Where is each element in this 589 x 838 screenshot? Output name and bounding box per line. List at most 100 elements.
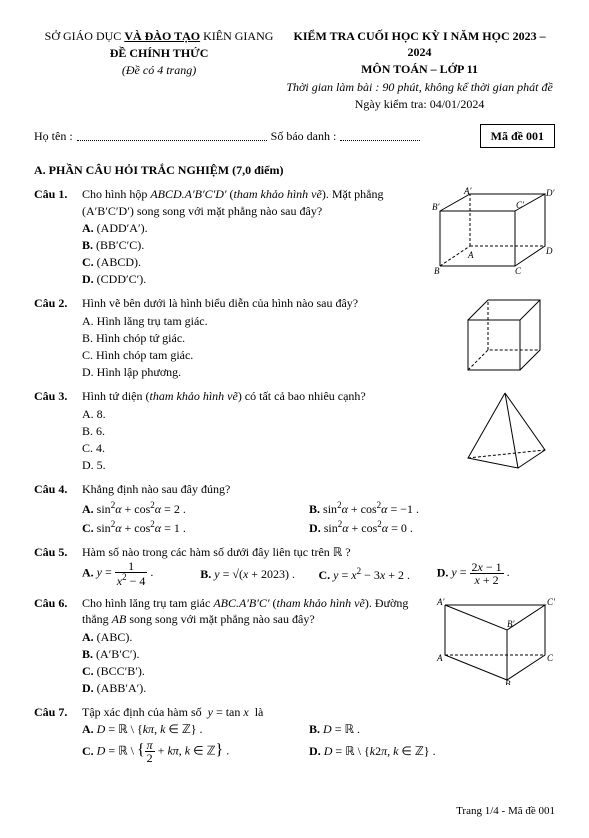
q6-t1: Cho hình lăng trụ tam giác xyxy=(82,596,213,610)
svg-text:C: C xyxy=(547,653,554,663)
name-field[interactable] xyxy=(77,131,267,141)
q6-c-v: (BCC′B′). xyxy=(97,664,145,678)
q1-b-l: B. xyxy=(82,238,93,252)
date: Ngày kiểm tra: 04/01/2024 xyxy=(284,96,555,112)
svg-text:C′: C′ xyxy=(547,597,555,607)
duration: Thời gian làm bài : 90 phút, không kể th… xyxy=(284,79,555,95)
q1-figure: BC AD B′C′ A′D′ xyxy=(420,186,555,287)
q6-text: Cho hình lăng trụ tam giác ABC.A′B′C′ (t… xyxy=(82,595,429,627)
subject: MÔN TOÁN – LỚP 11 xyxy=(284,61,555,77)
q1-t1: Cho hình hộp xyxy=(82,187,150,201)
q7-label: Câu 7. xyxy=(34,704,82,763)
q6-d-v: (ABB′A′). xyxy=(97,681,147,695)
pages-line: (Đề có 4 trang) xyxy=(34,62,284,78)
sbd-field[interactable] xyxy=(340,131,420,141)
q4-d-v: sin2α + cos2α = 0 . xyxy=(324,521,413,535)
q2-answers: A. Hình lăng trụ tam giác. B. Hình chóp … xyxy=(82,313,454,381)
q4-b-v: sin2α + cos2α = −1 . xyxy=(323,502,419,516)
q4-c-v: sin2α + cos2α = 1 . xyxy=(97,521,186,535)
q4-c-l: C. xyxy=(82,521,94,535)
q1-t2a: ( xyxy=(227,187,234,201)
page-footer: Trang 1/4 - Mã đề 001 xyxy=(34,774,555,819)
info-row: Họ tên : Số báo danh : Mã đề 001 xyxy=(34,124,555,148)
exam-header: SỞ GIÁO DỤC VÀ ĐÀO TẠO KIÊN GIANG ĐỀ CHÍ… xyxy=(34,28,555,112)
q4-d-l: D. xyxy=(309,521,321,535)
section-a-title: A. PHẦN CÂU HỎI TRẮC NGHIỆM (7,0 điểm) xyxy=(34,162,555,178)
svg-text:B′: B′ xyxy=(432,202,440,212)
q7-c-v: D = ℝ \ {π2 + kπ, k ∈ ℤ} . xyxy=(97,739,230,764)
q5-d-l: D. xyxy=(437,565,449,579)
q1-italic: tham khảo hình vẽ xyxy=(234,187,322,201)
q4-b-l: B. xyxy=(309,502,320,516)
tetrahedron-icon xyxy=(460,388,555,473)
q4-label: Câu 4. xyxy=(34,481,82,536)
q5-text: Hàm số nào trong các hàm số dưới đây liê… xyxy=(82,544,555,560)
q3-label: Câu 3. xyxy=(34,388,82,473)
svg-text:B: B xyxy=(434,266,440,276)
q2-c: C. Hình chóp tam giác. xyxy=(82,347,454,363)
q5-b-l: B. xyxy=(200,567,211,581)
q3-text: Hình tứ diện (tham khảo hình vẽ) có tất … xyxy=(82,388,454,404)
header-right: KIỂM TRA CUỐI HỌC KỲ I NĂM HỌC 2023 – 20… xyxy=(284,28,555,112)
header-left: SỞ GIÁO DỤC VÀ ĐÀO TẠO KIÊN GIANG ĐỀ CHÍ… xyxy=(34,28,284,112)
q5-a-v: y = 1x2 − 4 . xyxy=(97,565,154,579)
prism-icon: A′C′B′ ACB xyxy=(435,595,555,685)
cube-icon xyxy=(460,295,555,375)
q1-label: Câu 1. xyxy=(34,186,82,287)
q1-text: Cho hình hộp ABCD.A′B′C′D′ (tham khảo hì… xyxy=(82,186,414,218)
q5-c-l: C. xyxy=(319,568,331,582)
org-line: SỞ GIÁO DỤC VÀ ĐÀO TẠO KIÊN GIANG xyxy=(34,28,284,44)
q5-d-v: y = 2x − 1x + 2 . xyxy=(451,565,509,579)
q6-label: Câu 6. xyxy=(34,595,82,696)
q6-c-l: C. xyxy=(82,664,94,678)
q1-d-l: D. xyxy=(82,272,94,286)
q7-d-v: D = ℝ \ {k2π, k ∈ ℤ} . xyxy=(324,743,436,759)
q5-answers: A. y = 1x2 − 4 . B. y = √(x + 2023) . C.… xyxy=(82,560,555,587)
q1-b-v: (BB′C′C). xyxy=(96,238,144,252)
q7-b-v: D = ℝ . xyxy=(323,722,360,736)
cuboid-icon: BC AD B′C′ A′D′ xyxy=(420,186,555,281)
q1-c-v: (ABCD). xyxy=(97,255,141,269)
name-label: Họ tên : xyxy=(34,128,73,144)
q5-a-l: A. xyxy=(82,565,94,579)
q1-m2: (A′B′C′D′) xyxy=(82,204,134,218)
q7-answers: A. D = ℝ \ {kπ, k ∈ ℤ} . B. D = ℝ . C. D… xyxy=(82,720,555,763)
question-1: Câu 1. Cho hình hộp ABCD.A′B′C′D′ (tham … xyxy=(34,186,555,287)
question-2: Câu 2. Hình vẽ bên dưới là hình biểu diễ… xyxy=(34,295,555,380)
q2-a: A. Hình lăng trụ tam giác. xyxy=(82,313,454,329)
q6-m2: AB xyxy=(112,612,127,626)
q4-a-l: A. xyxy=(82,502,94,516)
q2-b: B. Hình chóp tứ giác. xyxy=(82,330,454,346)
q6-b-v: (A′B′C′). xyxy=(96,647,140,661)
q6-b-l: B. xyxy=(82,647,93,661)
q7-text: Tập xác định của hàm số y = tan x là xyxy=(82,704,555,720)
q5-c-v: y = x2 − 3x + 2 . xyxy=(333,568,410,582)
q1-answers: A. (ADD′A′). B. (BB′C′C). C. (ABCD). D. … xyxy=(82,220,414,288)
q1-c-l: C. xyxy=(82,255,94,269)
q3-b: B. 6. xyxy=(82,423,454,439)
q1-d-v: (CDD′C′). xyxy=(97,272,147,286)
q6-d-l: D. xyxy=(82,681,94,695)
svg-text:A: A xyxy=(467,250,474,260)
q2-label: Câu 2. xyxy=(34,295,82,380)
svg-text:C′: C′ xyxy=(516,200,525,210)
exam-title: KIỂM TRA CUỐI HỌC KỲ I NĂM HỌC 2023 – 20… xyxy=(284,28,555,60)
q1-t2b: ). Mặt phẳng xyxy=(322,187,384,201)
q6-a-v: (ABC). xyxy=(97,630,133,644)
q2-text: Hình vẽ bên dưới là hình biểu diễn của h… xyxy=(82,295,454,311)
svg-text:D′: D′ xyxy=(545,188,555,198)
exam-code-box: Mã đề 001 xyxy=(480,124,555,148)
q6-italic: tham khảo hình vẽ xyxy=(277,596,365,610)
q1-m1: ABCD.A′B′C′D′ xyxy=(150,187,226,201)
q6-figure: A′C′B′ ACB xyxy=(435,595,555,696)
q6-answers: A. (ABC). B. (A′B′C′). C. (BCC′B′). D. (… xyxy=(82,629,429,697)
q3-a: A. 8. xyxy=(82,406,454,422)
q2-d: D. Hình lập phương. xyxy=(82,364,454,380)
q6-t2a: ( xyxy=(270,596,277,610)
q1-a-l: A. xyxy=(82,221,94,235)
question-5: Câu 5. Hàm số nào trong các hàm số dưới … xyxy=(34,544,555,587)
question-7: Câu 7. Tập xác định của hàm số y = tan x… xyxy=(34,704,555,763)
question-6: Câu 6. Cho hình lăng trụ tam giác ABC.A′… xyxy=(34,595,555,696)
q6-m1: ABC.A′B′C′ xyxy=(213,596,269,610)
q4-a-v: sin2α + cos2α = 2 . xyxy=(97,502,186,516)
